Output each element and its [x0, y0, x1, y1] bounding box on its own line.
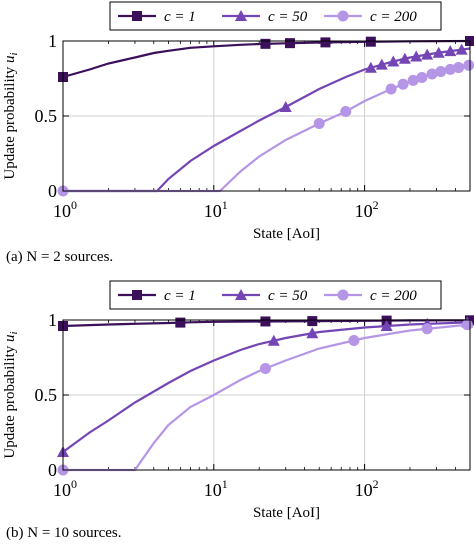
- series-point: [279, 101, 292, 112]
- series-point: [421, 48, 434, 60]
- legend-marker: [132, 11, 142, 21]
- legend-label: c = 200: [370, 9, 417, 25]
- legend-label: c = 50: [268, 288, 308, 304]
- series-point: [385, 83, 397, 95]
- x-tick-label: 102: [355, 477, 379, 500]
- legend-item: c = 50: [222, 288, 308, 304]
- legend-item: c = 200: [324, 288, 417, 304]
- legend-box: [109, 280, 442, 310]
- series-point: [259, 363, 271, 375]
- legend-item: c = 50: [222, 9, 308, 25]
- x-axis-label: State [AoI]: [253, 226, 320, 242]
- series-c50: [57, 316, 474, 457]
- y-axis-label: Update probability ui: [2, 52, 20, 179]
- series-point: [307, 316, 318, 327]
- legend-label: c = 1: [164, 288, 196, 304]
- series-point: [463, 59, 474, 71]
- series-point: [432, 46, 445, 58]
- series-point: [416, 71, 428, 83]
- series-point: [453, 62, 465, 74]
- x-tick-label: 100: [53, 477, 77, 500]
- series-c200: [57, 59, 474, 197]
- series-line: [63, 47, 471, 193]
- series-line: [62, 319, 471, 328]
- series-point: [313, 118, 325, 129]
- series-point: [375, 58, 388, 70]
- series-point: [410, 50, 423, 62]
- y-tick-label: 1: [48, 310, 57, 330]
- series-point: [461, 319, 473, 331]
- series-c50: [63, 43, 471, 193]
- series-line: [62, 321, 471, 453]
- legend-item: c = 1: [118, 9, 196, 25]
- series-point: [364, 61, 377, 73]
- legend-item: c = 1: [118, 288, 196, 304]
- series-line: [62, 39, 471, 79]
- legend-label: c = 200: [370, 288, 417, 304]
- plot-frame: [62, 40, 471, 192]
- series-point: [435, 66, 447, 78]
- x-axis-label: State [AoI]: [253, 505, 320, 521]
- legend-marker: [337, 10, 349, 22]
- series-point: [175, 317, 186, 328]
- series-point: [398, 52, 411, 64]
- series-point: [426, 68, 438, 80]
- y-tick-label: 1: [48, 31, 57, 51]
- y-tick-label: 0: [48, 181, 57, 201]
- x-tick-label: 101: [204, 198, 228, 221]
- series-line: [63, 323, 471, 472]
- legend-label: c = 1: [164, 9, 196, 25]
- series-point: [380, 320, 393, 332]
- legend-item: c = 200: [324, 9, 417, 25]
- series-point: [421, 323, 433, 335]
- series-point: [340, 106, 352, 117]
- legend: c = 1 c = 50 c = 200: [109, 1, 442, 31]
- chart-panel-a: 100 101 102 0 0.5 1 State [AoI] Update probabil…: [2, 1, 474, 242]
- y-tick-label: 0.5: [35, 385, 58, 405]
- legend-label: c = 50: [268, 9, 308, 25]
- x-tick-label: 100: [53, 198, 77, 221]
- caption-b: (b) N = 10 sources.: [6, 525, 122, 541]
- legend: c = 1 c = 50 c = 200: [109, 280, 442, 310]
- series-point: [455, 43, 468, 55]
- series-point: [284, 38, 295, 49]
- series-point: [365, 36, 376, 47]
- y-tick-label: 0.5: [35, 106, 58, 126]
- x-tick-label: 102: [355, 198, 379, 221]
- y-axis-label: Update probability ui: [2, 331, 20, 458]
- legend-marker: [132, 290, 142, 300]
- legend-box: [109, 1, 442, 31]
- series-point: [320, 37, 331, 48]
- series-point: [267, 334, 280, 346]
- chart-panel-b: 100 101 102 0 0.5 1 State [AoI] Update probabil…: [2, 280, 474, 521]
- legend-marker: [235, 289, 247, 300]
- legend-marker: [235, 10, 247, 21]
- series-point: [260, 38, 271, 49]
- plot-frame: [62, 319, 471, 471]
- series-point: [444, 45, 457, 57]
- y-tick-label: 0: [48, 460, 57, 480]
- series-point: [387, 55, 400, 67]
- series-point: [348, 334, 360, 346]
- x-tick-label: 101: [204, 477, 228, 500]
- caption-a: (a) N = 2 sources.: [6, 249, 114, 265]
- series-point: [306, 327, 319, 339]
- series-point: [407, 74, 419, 86]
- series-point: [397, 78, 409, 90]
- legend-marker: [337, 289, 349, 301]
- series-c200: [57, 319, 473, 476]
- series-point: [444, 63, 456, 75]
- series-c1: [58, 315, 474, 331]
- series-point: [260, 316, 271, 327]
